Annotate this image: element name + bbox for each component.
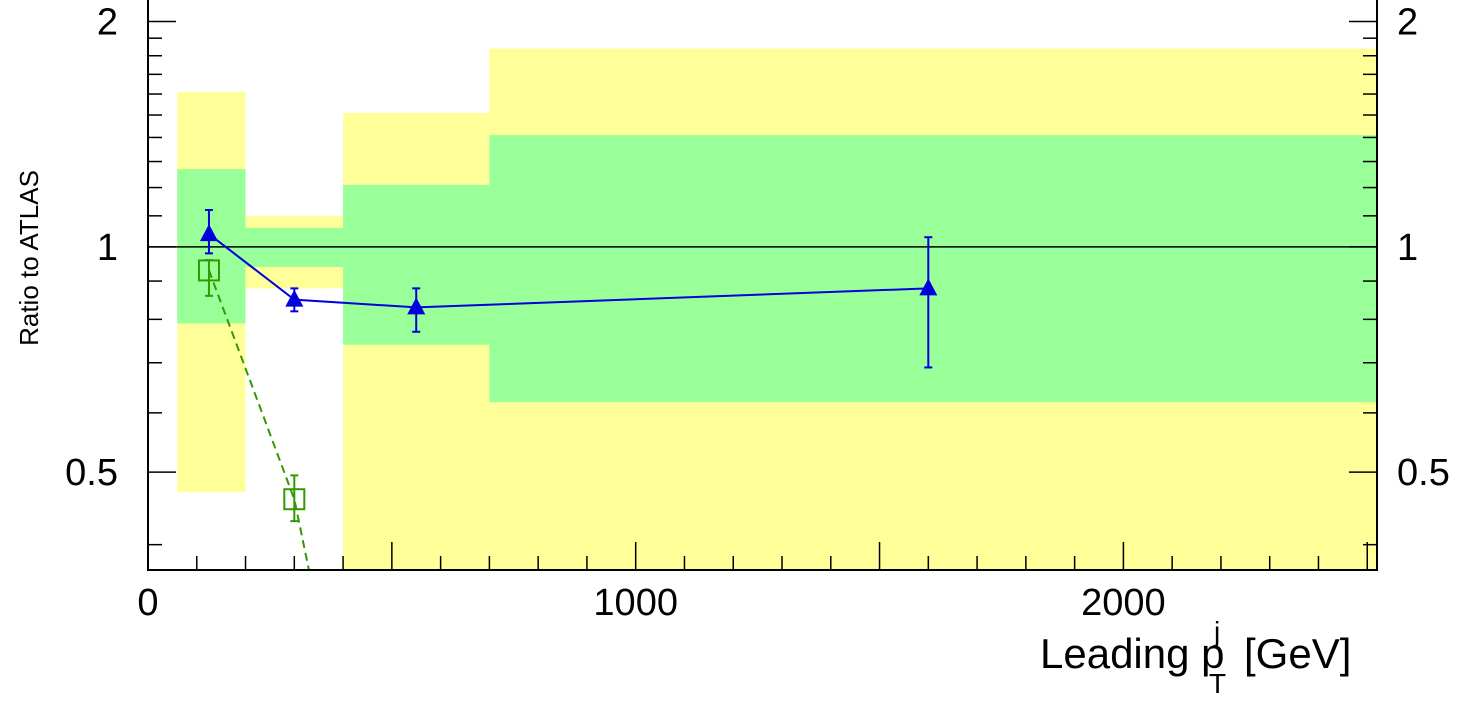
svg-text:Leading p: Leading p bbox=[1040, 630, 1225, 677]
x-axis-title-subscript: T bbox=[1209, 668, 1226, 699]
y-tick-label-right: 1 bbox=[1397, 227, 1418, 269]
series-line-0 bbox=[208, 233, 929, 309]
series-0 bbox=[199, 208, 938, 369]
data-point-open-square bbox=[283, 488, 306, 511]
y-tick-label-left: 0.5 bbox=[65, 452, 118, 494]
x-axis-title: Leading p j T [GeV] bbox=[1040, 616, 1351, 699]
y-axis-title: Ratio to ATLAS bbox=[14, 170, 44, 346]
data-point-triangle bbox=[407, 297, 426, 315]
y-tick-label-right: 0.5 bbox=[1397, 452, 1450, 494]
data-point-open-square bbox=[197, 259, 220, 282]
x-axis-title-main: Leading p bbox=[1040, 630, 1225, 677]
data-point-triangle bbox=[919, 278, 938, 296]
data-series bbox=[197, 208, 938, 571]
tick-labels: 0 1000 2000 0.5 0.5 1 1 2 2 bbox=[65, 2, 1450, 624]
x-tick-label: 1000 bbox=[593, 582, 678, 624]
inner-band-3 bbox=[489, 135, 1377, 403]
series-1 bbox=[197, 259, 310, 571]
x-tick-label: 2000 bbox=[1081, 582, 1166, 624]
x-axis-title-unit: [GeV] bbox=[1244, 630, 1351, 677]
x-tick-label: 0 bbox=[137, 582, 158, 624]
data-point-triangle bbox=[199, 224, 218, 242]
y-tick-label-right: 2 bbox=[1397, 2, 1418, 44]
data-point-triangle bbox=[285, 289, 304, 307]
x-axis-title-superscript: j bbox=[1213, 616, 1220, 647]
plot-frame bbox=[147, 0, 1378, 571]
axis-ticks bbox=[147, 20, 1377, 570]
y-tick-label-left: 2 bbox=[97, 2, 118, 44]
uncertainty-bands bbox=[177, 48, 1377, 571]
series-line-1 bbox=[208, 270, 310, 571]
y-tick-label-left: 1 bbox=[97, 227, 118, 269]
